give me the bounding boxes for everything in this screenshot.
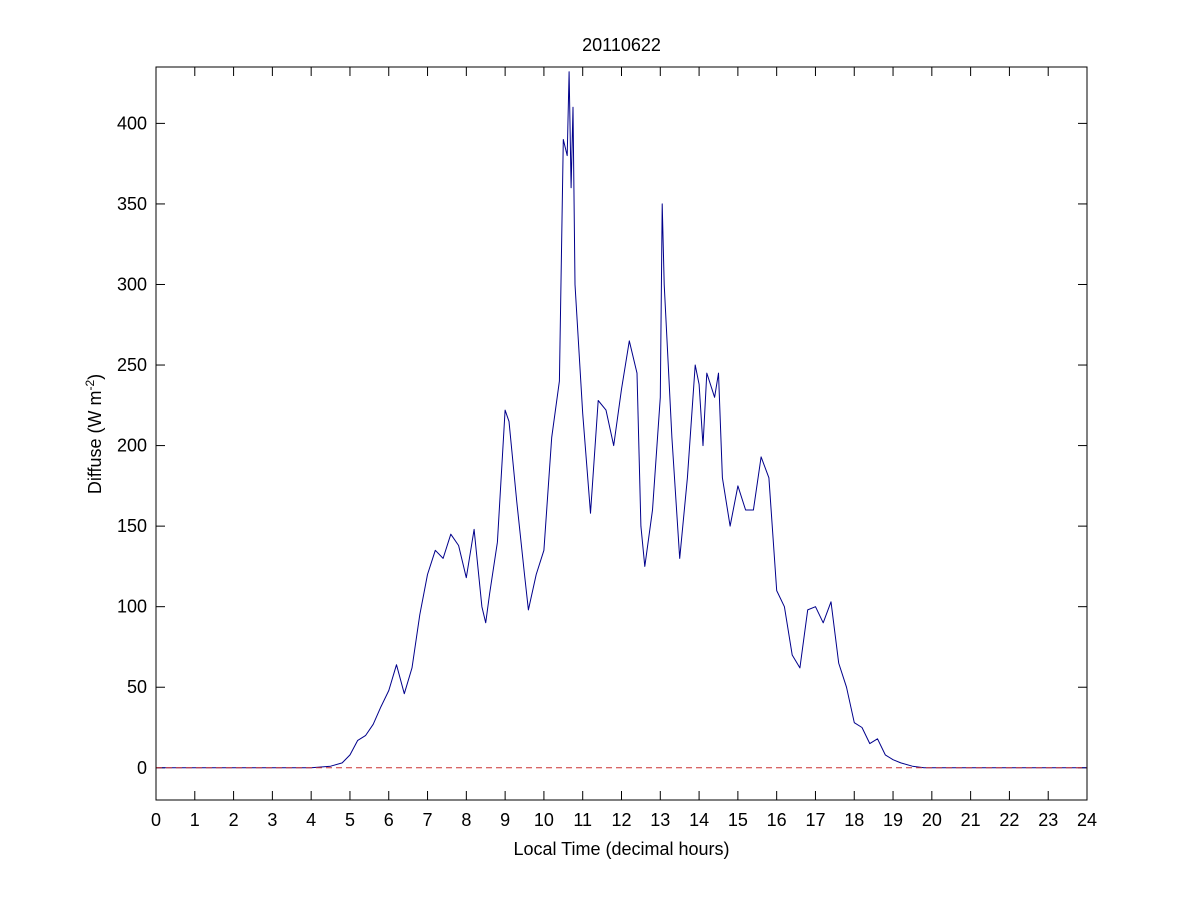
x-tick-label-10: 10 bbox=[534, 810, 554, 830]
y-tick-label-5: 250 bbox=[117, 355, 147, 375]
x-tick-label-8: 8 bbox=[461, 810, 471, 830]
x-tick-label-19: 19 bbox=[883, 810, 903, 830]
x-tick-label-6: 6 bbox=[384, 810, 394, 830]
x-tick-label-4: 4 bbox=[306, 810, 316, 830]
y-tick-label-2: 100 bbox=[117, 597, 147, 617]
x-axis-label: Local Time (decimal hours) bbox=[513, 839, 729, 859]
x-tick-label-20: 20 bbox=[922, 810, 942, 830]
y-tick-label-6: 300 bbox=[117, 274, 147, 294]
x-tick-label-24: 24 bbox=[1077, 810, 1097, 830]
x-tick-label-22: 22 bbox=[999, 810, 1019, 830]
y-tick-label-7: 350 bbox=[117, 194, 147, 214]
x-tick-label-0: 0 bbox=[151, 810, 161, 830]
y-tick-label-0: 0 bbox=[137, 758, 147, 778]
y-axis-label-close: ) bbox=[85, 374, 105, 380]
y-tick-label-8: 400 bbox=[117, 113, 147, 133]
y-axis-label-superscript: -2 bbox=[83, 379, 97, 390]
x-tick-label-11: 11 bbox=[573, 810, 592, 830]
tick-labels: 0 1 2 3 4 5 6 7 8 9 10 11 12 13 14 15 16 17 18 19 20 21 22 23 24… bbox=[117, 113, 1097, 830]
axis-ticks bbox=[155, 67, 1088, 800]
x-tick-label-3: 3 bbox=[267, 810, 277, 830]
x-tick-label-7: 7 bbox=[423, 810, 433, 830]
plot-frame bbox=[155, 66, 1088, 801]
x-tick-label-2: 2 bbox=[229, 810, 239, 830]
series-line-diffuse bbox=[156, 71, 1087, 769]
x-tick-label-21: 21 bbox=[961, 810, 981, 830]
y-tick-label-3: 150 bbox=[117, 516, 147, 536]
x-tick-label-13: 13 bbox=[650, 810, 670, 830]
x-tick-label-5: 5 bbox=[345, 810, 355, 830]
x-tick-label-12: 12 bbox=[611, 810, 631, 830]
x-tick-label-18: 18 bbox=[844, 810, 864, 830]
y-axis-label: Diffuse (W m-2) bbox=[83, 374, 105, 494]
series-layer bbox=[156, 71, 1087, 769]
x-tick-label-16: 16 bbox=[767, 810, 787, 830]
y-axis-label-main: Diffuse (W m bbox=[85, 390, 105, 494]
plot-background bbox=[156, 67, 1087, 800]
x-tick-label-9: 9 bbox=[500, 810, 510, 830]
y-tick-label-4: 200 bbox=[117, 436, 147, 456]
y-tick-label-1: 50 bbox=[127, 677, 147, 697]
x-tick-label-17: 17 bbox=[805, 810, 825, 830]
x-tick-label-23: 23 bbox=[1038, 810, 1058, 830]
x-tick-label-14: 14 bbox=[689, 810, 709, 830]
x-tick-label-1: 1 bbox=[190, 810, 200, 830]
chart-title: 20110622 bbox=[582, 35, 661, 55]
x-tick-label-15: 15 bbox=[728, 810, 748, 830]
